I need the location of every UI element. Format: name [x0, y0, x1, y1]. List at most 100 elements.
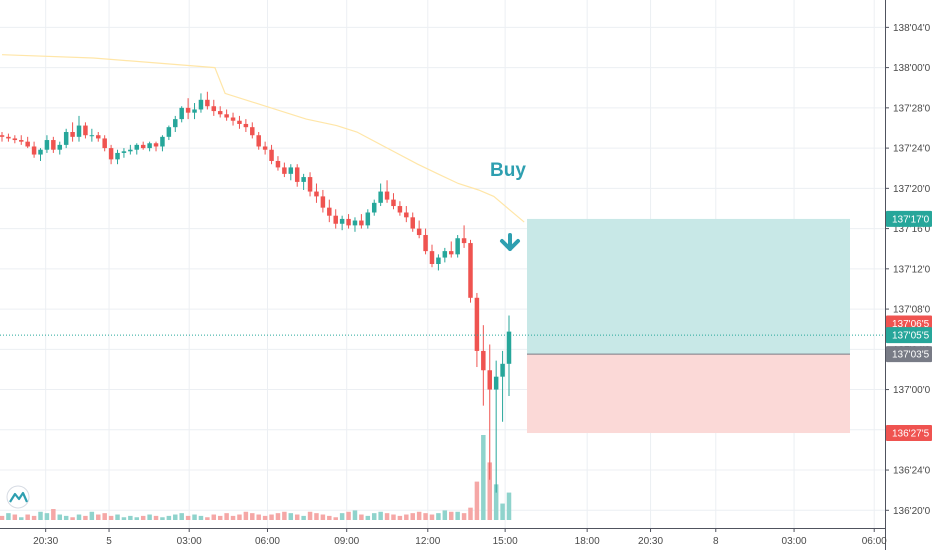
price-axis[interactable]: 136'20'0136'24'0136'28'0137'00'0137'04'0…: [885, 23, 931, 517]
volume-bar-37: [237, 514, 242, 520]
candle-body: [487, 370, 492, 390]
candle-body: [224, 114, 229, 118]
volume-bar-79: [506, 492, 512, 520]
candle-body: [333, 215, 338, 224]
candle-65: [416, 220, 422, 239]
badge-label: 137'06'5: [892, 319, 930, 330]
volume-bar-15: [96, 514, 101, 520]
candle-51: [327, 199, 332, 223]
volume-bar-3: [19, 517, 24, 520]
y-tick-label: 136'24'0: [893, 466, 931, 477]
candle-53: [339, 215, 345, 231]
stop-zone: [527, 354, 850, 434]
candle-body: [134, 144, 140, 150]
candle-30: [192, 103, 197, 120]
volume-bar-7: [44, 513, 50, 520]
badge-bg: [886, 346, 932, 363]
candle-body: [314, 191, 319, 197]
x-tick-label: 8: [713, 536, 719, 547]
badge-label: 137'03'5: [892, 350, 930, 361]
candle-62: [397, 201, 403, 216]
volume-bar-13: [83, 515, 88, 520]
candle-54: [346, 214, 351, 229]
volume-bar-18: [115, 514, 120, 520]
candle-body: [506, 331, 512, 364]
candle-21: [134, 143, 140, 155]
volume-bar-54: [346, 511, 351, 520]
candle-body: [359, 220, 364, 226]
candle-69: [442, 247, 448, 263]
candle-body: [38, 149, 43, 155]
candle-body: [115, 152, 120, 160]
candle-1: [6, 133, 11, 142]
volume-bar-21: [134, 517, 140, 520]
volume-bar-72: [461, 513, 467, 520]
volume-bar-71: [455, 511, 460, 520]
candle-body: [83, 125, 88, 136]
candle-34: [217, 106, 223, 118]
buy-signal-label: Buy: [490, 160, 526, 181]
candle-body: [262, 146, 268, 150]
volume-bar-11: [70, 517, 75, 520]
candle-body: [384, 191, 390, 200]
volume-bar-62: [397, 515, 403, 520]
volume-bar-39: [250, 513, 255, 520]
price-badge-0: 137'17'0: [886, 210, 932, 227]
candle-6: [38, 148, 43, 161]
candle-12: [76, 115, 82, 142]
volume-bar-47: [301, 515, 306, 520]
volume-bar-48: [307, 511, 313, 520]
candle-body: [6, 136, 11, 139]
volume-bar-55: [352, 510, 358, 520]
y-tick-label: 137'12'0: [893, 264, 931, 275]
candle-26: [166, 125, 172, 141]
volume-bar-34: [217, 515, 223, 520]
candle-body: [365, 212, 371, 226]
candle-28: [179, 106, 184, 123]
candle-body: [327, 207, 332, 216]
candle-body: [288, 167, 294, 174]
volume-bar-42: [269, 514, 274, 520]
x-tick-label: 09:00: [334, 536, 359, 547]
candle-body: [269, 149, 274, 161]
candle-body: [352, 220, 358, 226]
volume-bar-12: [76, 514, 82, 520]
time-axis[interactable]: 20:30 5 03:00 06:00 09:00 12:00 15:00 18:00 20:3…: [0, 528, 887, 547]
tradingview-logo-icon[interactable]: [6, 485, 30, 509]
candle-29: [185, 98, 191, 120]
candle-body: [442, 251, 448, 258]
candle-4: [25, 136, 30, 149]
candle-20: [128, 144, 133, 155]
candle-body: [307, 177, 313, 192]
candle-57: [365, 209, 371, 229]
candle-body: [339, 218, 345, 224]
badge-label: 137'17'0: [892, 214, 930, 225]
candle-42: [269, 144, 274, 165]
volume-bar-44: [282, 511, 287, 520]
candle-body: [76, 125, 82, 137]
down-arrow-icon: [500, 233, 520, 251]
x-tick-label: 5: [106, 536, 112, 547]
volume-bar-35: [224, 513, 229, 520]
candle-body: [192, 109, 197, 113]
x-tick-label: 03:00: [177, 536, 202, 547]
volume-bar-0: [0, 515, 5, 520]
candle-56: [359, 214, 364, 229]
candle-68: [436, 254, 441, 271]
volume-bar-32: [205, 517, 210, 520]
candle-body: [0, 135, 5, 137]
volume-bar-53: [339, 513, 345, 520]
y-tick-label: 136'20'0: [893, 506, 931, 517]
candle-body: [474, 297, 480, 351]
y-tick-label: 137'28'0: [893, 103, 931, 114]
volume-bar-60: [384, 513, 390, 520]
candle-body: [121, 151, 127, 153]
candlesticks: [0, 91, 512, 493]
y-tick-label: 137'00'0: [893, 385, 931, 396]
moving-average-line: [1, 54, 525, 223]
candle-78: [500, 350, 505, 422]
volume-bar-25: [160, 517, 165, 520]
candle-body: [173, 119, 178, 128]
candle-64: [410, 212, 415, 232]
